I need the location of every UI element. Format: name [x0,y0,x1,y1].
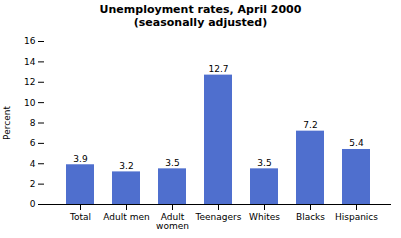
svg-text:Hispanics: Hispanics [335,212,378,222]
svg-text:Teenagers: Teenagers [195,212,242,222]
svg-text:6: 6 [30,138,36,148]
svg-text:Total: Total [69,212,91,222]
svg-text:Percent: Percent [2,106,12,140]
svg-text:Adultwomen: Adultwomen [156,212,189,231]
svg-text:8: 8 [30,118,36,128]
svg-text:Whites: Whites [249,212,280,222]
svg-text:Blacks: Blacks [296,212,325,222]
svg-text:7.2: 7.2 [303,120,317,130]
svg-text:Adult men: Adult men [103,212,149,222]
html-text:Unemployment rates, April 2000: Unemployment rates, April 2000 (seasonal… [99,3,302,29]
svg-text:10: 10 [24,98,36,108]
svg-text:12.7: 12.7 [208,64,228,74]
svg-text:0: 0 [30,199,36,209]
svg-text:5.4: 5.4 [349,138,364,148]
svg-text:16: 16 [24,36,36,46]
svg-text:3.5: 3.5 [165,158,179,168]
svg-text:3.5: 3.5 [257,158,271,168]
svg-text:2: 2 [30,179,36,189]
svg-text:4: 4 [30,159,36,169]
svg-text:14: 14 [24,57,36,67]
svg-text:3.9: 3.9 [73,154,88,164]
svg-text:12: 12 [24,77,35,87]
svg-text:3.2: 3.2 [119,161,133,171]
